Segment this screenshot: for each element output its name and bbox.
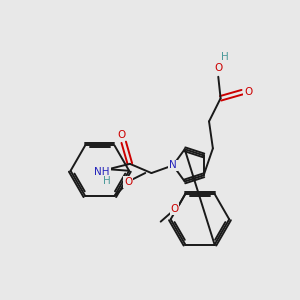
Text: H: H bbox=[103, 176, 111, 186]
Text: NH: NH bbox=[94, 167, 110, 176]
Text: O: O bbox=[170, 204, 179, 214]
Text: O: O bbox=[117, 130, 125, 140]
Text: N: N bbox=[169, 160, 177, 170]
Text: O: O bbox=[244, 87, 252, 97]
Text: O: O bbox=[214, 62, 222, 73]
Text: O: O bbox=[124, 177, 133, 187]
Text: H: H bbox=[220, 52, 228, 62]
